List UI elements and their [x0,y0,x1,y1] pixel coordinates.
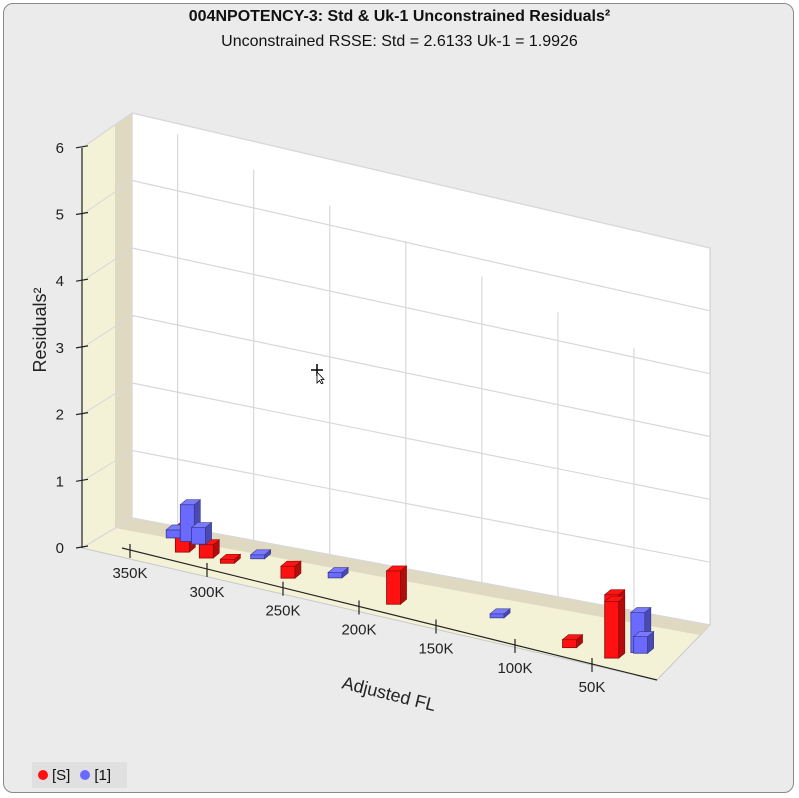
grid-line-side [81,382,133,416]
grid-line-side [81,247,133,282]
y-tick-label: 4 [56,273,64,290]
grid-line-horizontal [131,382,711,500]
y-tick-mark [75,278,89,282]
bar-front [386,570,401,605]
y-tick-label: 6 [56,140,64,157]
grid-line-horizontal [131,314,711,438]
legend: [S] [1] [32,762,128,788]
bar-s-5 [561,634,584,649]
x-tick-label: 150K [418,640,453,657]
bar-top [249,549,272,556]
grid-line-horizontal [131,112,711,249]
x-tick-label: 50K [579,679,606,696]
legend-label: [S] [52,766,71,784]
bar-top [327,567,349,573]
y-tick-mark [75,211,89,216]
bar-s-7 [603,595,626,659]
bar-top [603,596,626,602]
y-tick-label: 5 [56,207,64,224]
bar-front [280,565,296,579]
bar-side [618,595,626,659]
x-axis-line [121,547,658,681]
bar-top [630,607,652,613]
legend-item-s[interactable]: [S] [38,767,70,784]
grid-line-side [81,315,133,349]
bar-front [562,639,577,649]
grid-line-side [81,450,133,482]
y-tick-label: 1 [56,473,64,490]
chart-title: 004NPOTENCY-3: Std & Uk-1 Unconstrained … [188,8,611,25]
bars [165,499,655,659]
x-tick-labels: 350K 300K 250K 200K 150K 100K 50K [112,543,606,696]
y-tick-label: 0 [56,540,64,557]
y-tick-mark [75,345,89,349]
bar-top [385,565,408,572]
bar-1-4 [327,566,349,579]
bar-s-3 [280,560,302,579]
bar-front [327,572,343,579]
grid-line-side [81,112,133,149]
bar-front [489,613,505,619]
legend-label: [1] [94,766,112,784]
move-cursor-icon [311,364,325,384]
floor-shade [115,518,710,635]
legend-marker [80,770,91,780]
legend-marker [38,770,48,780]
y-tick-mark [75,145,89,149]
bar-top [603,589,626,596]
bar-top [632,631,655,637]
bar-s-2 [219,553,242,564]
bar-1-7 [632,630,655,654]
bar-front [165,529,181,539]
bar-1-2 [190,521,213,545]
bar-1-5 [489,608,511,619]
bar-top [190,522,213,528]
bar-s-1 [198,539,221,559]
bar-front [198,544,214,559]
x-tick-label: 250K [265,603,300,620]
y-tick-labels: 0 1 2 3 4 5 6 [56,140,89,557]
legend-item-1[interactable]: [1] [80,767,111,784]
grid-line-side [81,517,133,549]
y-tick-label: 3 [56,340,64,357]
grid-lines [81,112,711,626]
grid-line-side [81,180,133,215]
grid-line-horizontal [131,179,711,312]
x-tick-label: 300K [189,584,224,601]
y-tick-mark [75,478,89,482]
bar-front [220,558,235,564]
bar-top [179,499,202,506]
bar-top [489,608,511,615]
bar-front [191,527,206,545]
bar-side [400,565,407,605]
chart-subtitle: Unconstrained RSSE: Std = 2.6133 Uk-1 = … [221,33,578,50]
axes [81,148,658,681]
x-axis-label: Adjusted FL [340,673,438,716]
x-tick-label: 200K [341,621,376,638]
x-tick-label: 350K [112,565,147,582]
grid-line-horizontal [131,449,711,563]
x-tick-label: 100K [497,660,532,677]
bar-top [280,560,302,567]
y-tick-mark [75,545,89,549]
y-tick-label: 2 [56,407,64,424]
bar-s-4 [385,565,408,605]
y-axis-label: Residuals² [30,287,50,372]
bar-front [604,600,620,659]
y-tick-mark [75,412,89,416]
bar-1-3 [249,549,272,560]
bar-top [561,634,584,640]
bar-top [219,553,242,560]
grid-line-horizontal [131,247,711,375]
bar-front [250,554,266,560]
bar-front [633,636,649,654]
